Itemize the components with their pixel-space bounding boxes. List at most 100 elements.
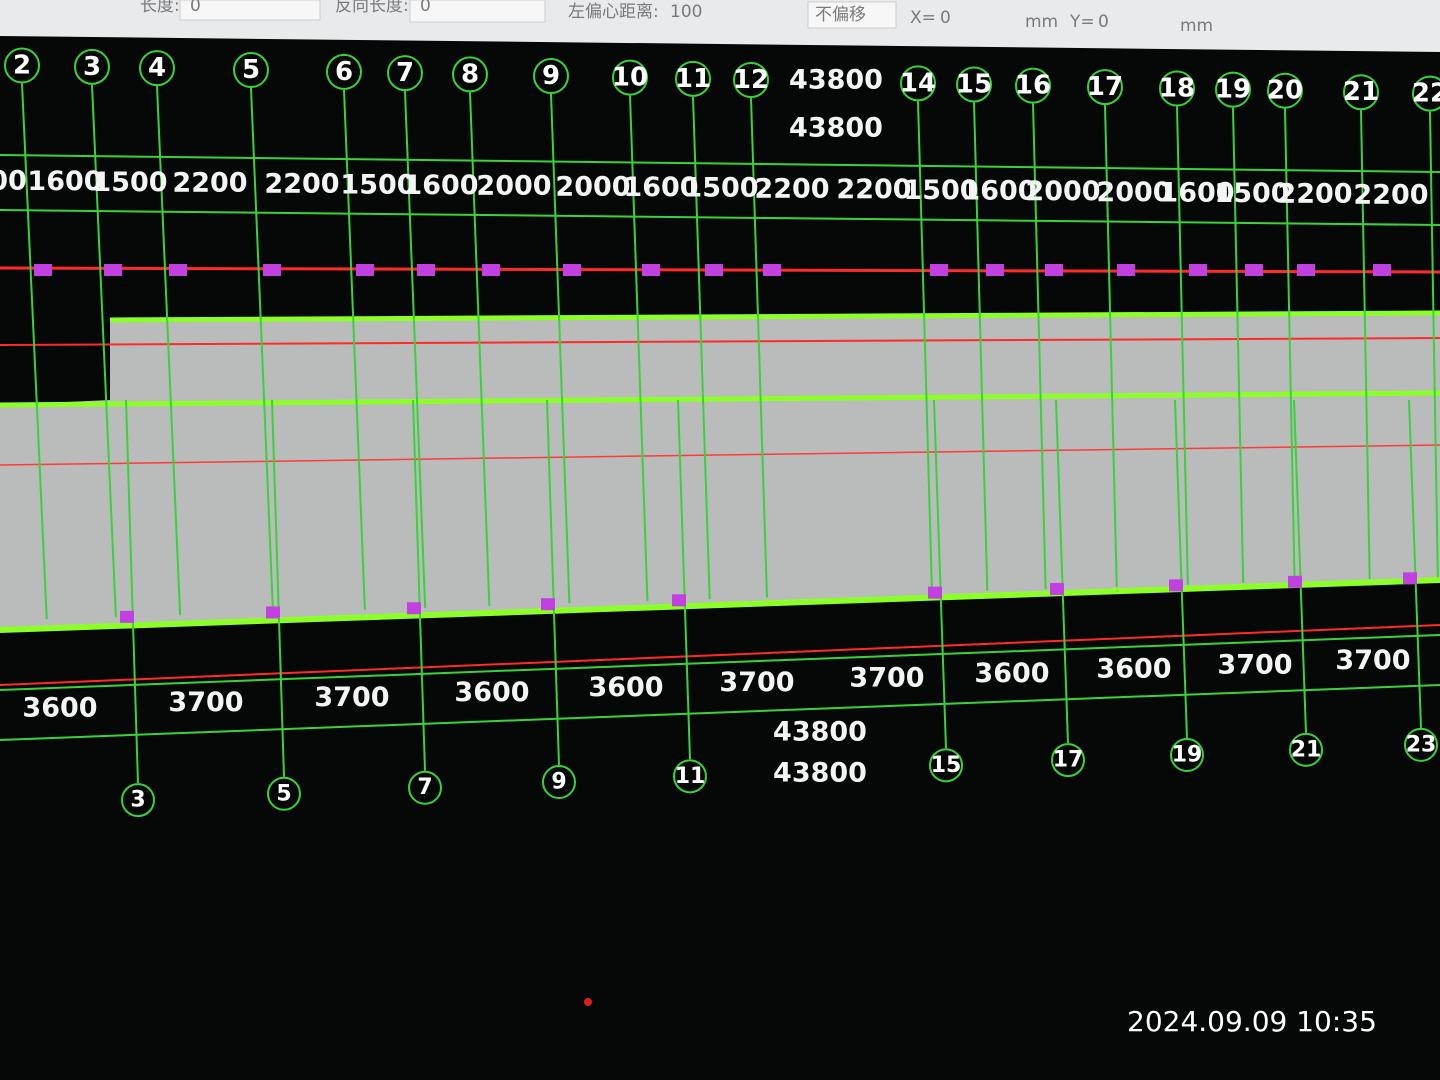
dimension: 2000 bbox=[476, 171, 551, 202]
red-axis bbox=[0, 444, 1440, 466]
axis-label: 21 bbox=[1343, 77, 1379, 107]
axis-bubble bbox=[1412, 75, 1440, 112]
dimension: 1500 bbox=[683, 173, 758, 204]
total-dimension: 43800 bbox=[789, 113, 883, 144]
red-axis bbox=[0, 624, 1440, 686]
axis-label: 12 bbox=[733, 65, 769, 95]
axis-line bbox=[973, 102, 989, 591]
axis-label: 7 bbox=[417, 775, 432, 800]
dimension: 2200 bbox=[836, 174, 911, 205]
axis-label: 5 bbox=[242, 55, 260, 85]
y-unit: mm bbox=[1180, 16, 1213, 36]
axis-bubble bbox=[1159, 70, 1195, 107]
axis-bubble bbox=[121, 783, 155, 818]
dimension: 1600 bbox=[623, 172, 698, 203]
column bbox=[1169, 579, 1183, 592]
column bbox=[1245, 264, 1263, 276]
dimension: 00 bbox=[0, 166, 27, 197]
axis-line bbox=[1429, 111, 1439, 578]
axis-line bbox=[21, 83, 48, 620]
reverse-input[interactable] bbox=[409, 0, 546, 23]
axis-line bbox=[1032, 103, 1047, 590]
offset-value: 100 bbox=[670, 2, 702, 22]
axis-bubble bbox=[1404, 727, 1438, 762]
dimension: 3700 bbox=[1217, 649, 1292, 680]
axis-line bbox=[343, 89, 366, 610]
length-input[interactable] bbox=[179, 0, 321, 21]
dimension: 2200 bbox=[172, 168, 247, 199]
axis-label: 9 bbox=[542, 61, 560, 91]
beam bbox=[109, 310, 1440, 323]
axis-bubble bbox=[612, 59, 648, 96]
dim-line bbox=[0, 634, 1440, 691]
axis-bubble bbox=[74, 48, 110, 85]
axis-line bbox=[271, 399, 285, 777]
dimension: 2200 bbox=[1353, 179, 1428, 210]
column bbox=[266, 606, 280, 619]
timestamp: 2024.09.09 10:35 bbox=[1127, 1005, 1377, 1038]
axis-label: 10 bbox=[612, 63, 648, 93]
x-value: 0 bbox=[940, 8, 951, 28]
axis-label: 3 bbox=[83, 52, 101, 82]
dimension: 1600 bbox=[961, 175, 1036, 206]
axis-label: 18 bbox=[1159, 74, 1195, 104]
axis-label: 19 bbox=[1172, 742, 1203, 767]
axis-bubble bbox=[1087, 69, 1123, 106]
axis-line bbox=[125, 399, 139, 784]
column bbox=[263, 264, 281, 276]
total-dimension: 43800 bbox=[773, 758, 867, 789]
x-unit: mm bbox=[1025, 12, 1058, 32]
offset-mode-select[interactable] bbox=[807, 1, 897, 29]
axis-line bbox=[692, 96, 711, 600]
x-label: X= bbox=[910, 8, 936, 28]
axis-bubble bbox=[1215, 71, 1251, 108]
dimension: 3700 bbox=[1335, 645, 1410, 676]
dimension: 3700 bbox=[719, 667, 794, 698]
dimension: 2200 bbox=[264, 169, 339, 200]
axis-bubble bbox=[956, 66, 992, 103]
dimension: 3700 bbox=[849, 663, 924, 694]
y-value: 0 bbox=[1098, 12, 1109, 32]
dimension: 1600 bbox=[403, 170, 478, 201]
axis-label: 17 bbox=[1087, 72, 1123, 102]
axis-label: 2 bbox=[13, 50, 31, 80]
axis-line bbox=[1232, 107, 1245, 584]
toolbar bbox=[0, 0, 1440, 52]
axis-line bbox=[1174, 399, 1188, 738]
column bbox=[482, 264, 500, 276]
dimension: 3600 bbox=[974, 658, 1049, 689]
axis-label: 23 bbox=[1406, 732, 1437, 757]
axis-label: 8 bbox=[461, 59, 479, 89]
axis-bubble bbox=[233, 52, 269, 89]
dimension: 3600 bbox=[1096, 654, 1171, 685]
axis-bubble bbox=[1289, 732, 1323, 767]
axis-line bbox=[629, 95, 649, 602]
column bbox=[407, 602, 421, 615]
total-dimension: 43800 bbox=[789, 65, 883, 96]
axis-bubble bbox=[1267, 72, 1303, 109]
column bbox=[1297, 264, 1315, 276]
axis-bubble bbox=[387, 55, 423, 92]
column bbox=[1045, 264, 1063, 276]
axis-label: 5 bbox=[276, 781, 291, 806]
axis-line bbox=[156, 86, 182, 616]
axis-line bbox=[1293, 399, 1307, 733]
column bbox=[1373, 264, 1391, 276]
axis-line bbox=[750, 97, 768, 598]
axis-label: 3 bbox=[130, 788, 145, 813]
reverse-value: 0 bbox=[420, 0, 431, 16]
total-dimension: 43800 bbox=[773, 717, 867, 748]
dimension: 3700 bbox=[168, 687, 243, 718]
dimension: 2200 bbox=[754, 173, 829, 204]
dimension: 3600 bbox=[22, 692, 97, 723]
column bbox=[34, 264, 52, 276]
red-axis bbox=[0, 337, 1440, 346]
column bbox=[672, 594, 686, 607]
length-label: 长度: bbox=[140, 0, 180, 16]
beam bbox=[0, 390, 1440, 408]
axis-label: 22 bbox=[1412, 79, 1440, 109]
axis-line bbox=[469, 92, 491, 606]
reverse-label: 反向长度: bbox=[335, 0, 409, 16]
dimension: 1600 bbox=[27, 166, 102, 197]
